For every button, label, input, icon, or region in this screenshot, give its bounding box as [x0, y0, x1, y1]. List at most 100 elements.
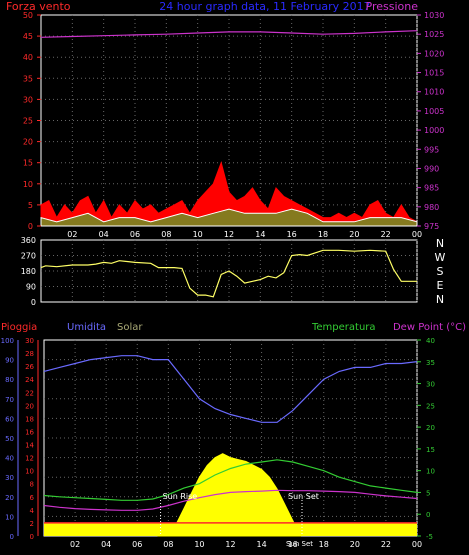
temp-panel-grid: [44, 340, 418, 536]
legend-humidity: Umidita: [67, 322, 106, 333]
x-tick-label: 20: [349, 230, 359, 239]
wind-panel-x-ticks: 02 04 06 08 10 12 14 16 18 20 22 00: [67, 230, 422, 239]
rain-tick-label: 22: [25, 389, 34, 397]
rain-tick-label: 20: [25, 402, 34, 410]
wind-tick-label: 0: [28, 222, 33, 231]
rain-tick-label: 30: [25, 337, 34, 345]
x-tick-label: 14: [256, 540, 266, 549]
wind-tick-label: 30: [23, 95, 33, 104]
rain-tick-label: 6: [30, 494, 35, 502]
temperature-tick-label: 10: [426, 468, 435, 476]
humidity-axis-ticks: 0 10 20 30 40 50 60 70 80 90 100: [1, 337, 19, 541]
legend-solar: Solar: [117, 322, 143, 333]
x-tick-label: 00: [412, 540, 422, 549]
x-tick-label: 04: [99, 230, 109, 239]
humidity-tick-label: 30: [5, 474, 14, 482]
x-tick-label: 04: [101, 540, 111, 549]
compass-label: W: [435, 251, 446, 264]
temp-panel-series: [43, 355, 418, 537]
temperature-tick-label: 30: [426, 381, 435, 389]
pressure-tick-label: 980: [424, 203, 439, 212]
x-tick-label: 08: [163, 540, 173, 549]
legend-temperature: Temperatura: [311, 322, 376, 333]
rain-baseline-series: [44, 522, 417, 536]
compass-label: N: [436, 237, 444, 250]
wind-tick-label: 5: [28, 201, 33, 210]
sun-annotations: Sun Rise Sun Set Sun Set: [160, 492, 319, 548]
x-tick-label: 10: [193, 230, 203, 239]
temperature-tick-label: -5: [426, 533, 433, 541]
direction-tick-label: 0: [31, 298, 36, 307]
x-tick-label: 22: [381, 540, 391, 549]
pressure-tick-label: 1010: [424, 88, 444, 97]
temperature-tick-label: 0: [426, 511, 430, 519]
dewpoint-series: [43, 489, 418, 511]
direction-tick-label: 360: [21, 236, 36, 245]
humidity-tick-label: 80: [5, 376, 14, 384]
wind-average-series: [40, 208, 418, 227]
temperature-tick-label: 25: [426, 402, 435, 410]
wind-axis-ticks: 0 5 10 15 20 25 30 35 40 45 50: [23, 11, 41, 231]
rain-tick-label: 18: [25, 415, 34, 423]
pressure-tick-label: 1030: [424, 11, 444, 20]
x-tick-label: 18: [319, 540, 329, 549]
pressure-tick-label: 1015: [424, 69, 444, 78]
wind-gust-series: [40, 161, 418, 227]
humidity-tick-label: 100: [1, 337, 14, 345]
pressure-series: [40, 30, 418, 38]
direction-panel-series: [40, 249, 417, 298]
compass-label: N: [436, 293, 444, 306]
compass-label: E: [437, 279, 444, 292]
x-tick-label: 08: [161, 230, 171, 239]
x-tick-label: 22: [381, 230, 391, 239]
humidity-tick-label: 20: [5, 494, 14, 502]
wind-tick-label: 25: [23, 117, 33, 126]
pressure-tick-label: 1025: [424, 30, 444, 39]
humidity-tick-label: 40: [5, 455, 14, 463]
sunrise-label: Sun Rise: [163, 492, 198, 501]
pressure-axis-ticks: 975 980 985 990 995 1000 1005 1010 1015 1020 1025 1…: [417, 11, 444, 231]
temperature-series: [43, 459, 418, 501]
temperature-tick-label: 15: [426, 446, 435, 454]
x-tick-label: 12: [224, 230, 234, 239]
x-tick-label: 10: [194, 540, 204, 549]
wind-direction-series: [40, 249, 417, 298]
temperature-tick-label: 35: [426, 359, 435, 367]
x-tick-label: 02: [67, 230, 77, 239]
temperature-tick-label: 40: [426, 337, 435, 345]
pressure-tick-label: 995: [424, 145, 439, 154]
chart-title: 24 hour graph data, 11 February 2017: [159, 0, 370, 13]
temp-panel-x-ticks: 02 04 06 08 10 12 14 16 18 20 22 00: [70, 540, 422, 549]
x-tick-label: 12: [225, 540, 235, 549]
humidity-tick-label: 90: [5, 357, 14, 365]
rain-tick-label: 28: [25, 350, 34, 358]
humidity-tick-label: 10: [5, 513, 14, 521]
humidity-series: [43, 355, 418, 423]
wind-tick-label: 15: [23, 159, 33, 168]
rain-tick-label: 24: [25, 376, 34, 384]
humidity-tick-label: 50: [5, 435, 14, 443]
temperature-tick-label: 5: [426, 489, 430, 497]
solar-series: [157, 453, 302, 537]
rain-tick-label: 14: [25, 442, 34, 450]
rain-tick-label: 8: [30, 481, 34, 489]
wind-tick-label: 50: [23, 11, 33, 20]
humidity-tick-label: 70: [5, 396, 14, 404]
legend-rain: Pioggia: [1, 322, 37, 333]
pressure-tick-label: 990: [424, 164, 439, 173]
temperature-tick-label: 20: [426, 424, 435, 432]
direction-tick-label: 180: [21, 267, 36, 276]
pressure-tick-label: 975: [424, 222, 439, 231]
legend-dewpoint: Dew Point (°C): [393, 322, 466, 333]
x-tick-label: 06: [132, 540, 142, 549]
rain-tick-label: 0: [30, 533, 34, 541]
wind-axis-label: Forza vento: [6, 0, 71, 13]
wind-tick-label: 35: [23, 74, 33, 83]
pressure-tick-label: 1005: [424, 107, 444, 116]
wind-tick-label: 45: [23, 32, 33, 41]
